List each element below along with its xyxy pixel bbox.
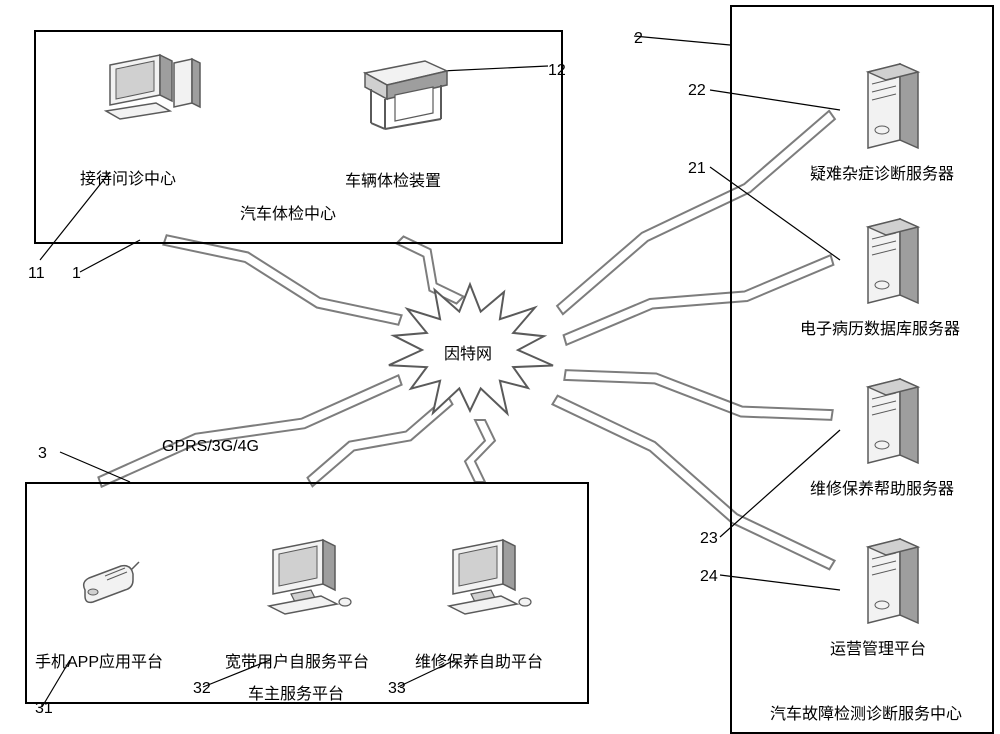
bolt [308,396,453,487]
label-maintenance-self-service: 维修保养自助平台 [415,648,543,672]
label-phone-app-platform: 手机APP应用平台 [35,648,163,672]
box1-label: 汽车体检中心 [240,200,336,224]
leader-line [60,452,130,482]
ref-22: 22 [688,82,706,100]
label-emr-db-server: 电子病历数据库服务器 [800,315,960,339]
label-internet: 因特网 [444,340,492,364]
ref-21: 21 [688,160,706,178]
ref-33: 33 [388,680,406,698]
label-gprs: GPRS/3G/4G [162,438,259,456]
ref-12: 12 [548,62,566,80]
ref-2: 2 [634,30,643,48]
label-difficult-diagnosis-server: 疑难杂症诊断服务器 [810,160,954,184]
leader-line [80,240,140,272]
label-broadband-self-service: 宽带用户自服务平台 [225,648,369,672]
leader-line [634,36,730,45]
ref-1: 1 [72,265,81,283]
ref-31: 31 [35,700,53,718]
bolt [163,235,401,324]
bolt [465,420,495,482]
bolt [397,237,464,304]
box-fault-diagnosis-service-center [730,5,994,734]
box2-label: 汽车故障检测诊断服务中心 [770,700,962,724]
ref-11: 11 [28,265,45,283]
box3-label: 车主服务平台 [248,680,344,704]
bolt [98,375,401,486]
ref-3: 3 [38,445,47,463]
label-operation-platform: 运营管理平台 [830,635,926,659]
ref-24: 24 [700,568,718,586]
label-vehicle-exam-device: 车辆体检装置 [345,167,441,191]
label-reception-center: 接待问诊中心 [80,165,176,189]
ref-23: 23 [700,530,718,548]
ref-32: 32 [193,680,211,698]
label-maintenance-help-server: 维修保养帮助服务器 [810,475,954,499]
